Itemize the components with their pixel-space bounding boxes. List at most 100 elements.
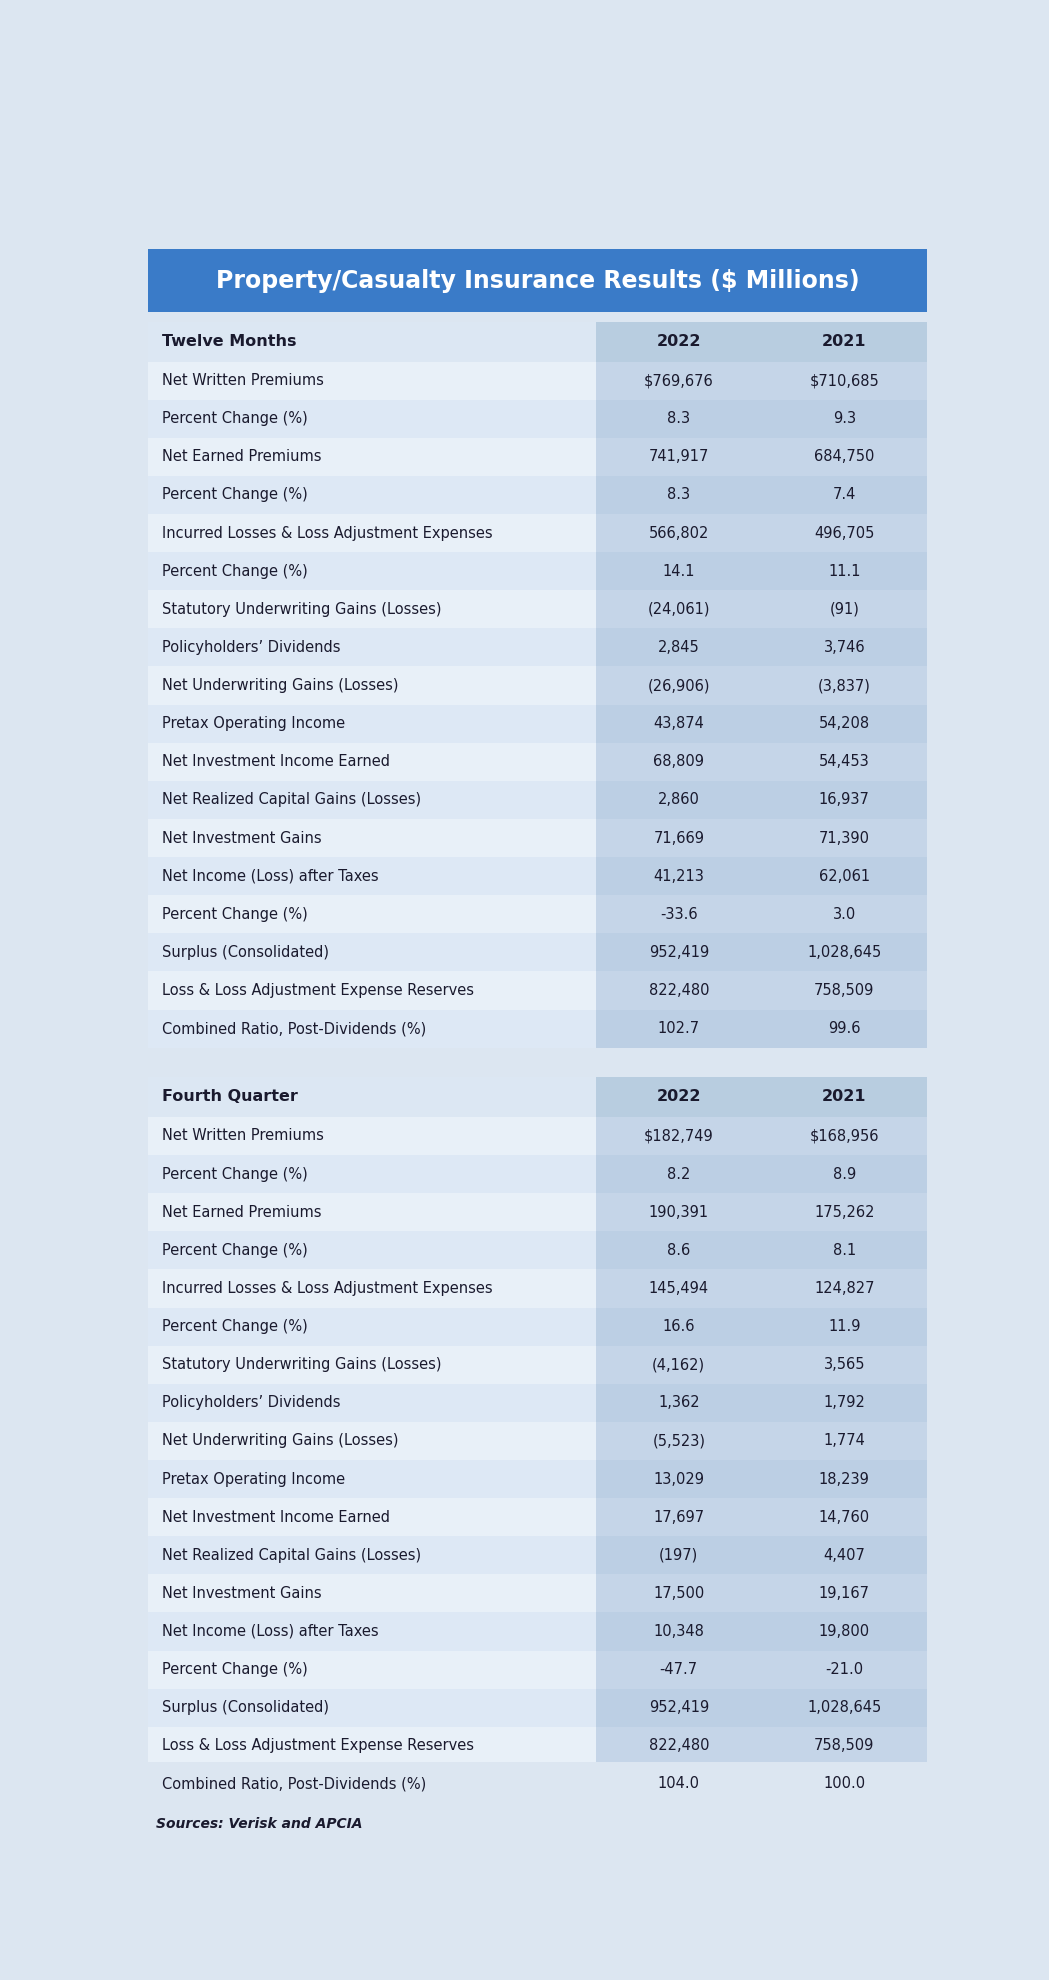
Text: 104.0: 104.0: [658, 1776, 700, 1792]
Text: 1,362: 1,362: [658, 1396, 700, 1410]
Text: Net Underwriting Gains (Losses): Net Underwriting Gains (Losses): [163, 677, 399, 693]
Text: 18,239: 18,239: [819, 1471, 870, 1487]
Bar: [596, 1077, 927, 1804]
Text: (26,906): (26,906): [647, 677, 710, 693]
Text: 8.3: 8.3: [667, 487, 690, 503]
Text: 43,874: 43,874: [654, 717, 704, 731]
Bar: [596, 1459, 927, 1499]
Bar: [596, 780, 927, 820]
Text: -21.0: -21.0: [826, 1661, 863, 1677]
Text: 10,348: 10,348: [654, 1624, 704, 1639]
Bar: [596, 1232, 927, 1269]
Text: Percent Change (%): Percent Change (%): [163, 907, 307, 923]
Text: 822,480: 822,480: [648, 1738, 709, 1754]
Text: 2021: 2021: [822, 335, 866, 348]
Text: 496,705: 496,705: [814, 525, 875, 541]
Text: 11.1: 11.1: [828, 564, 860, 578]
Bar: [596, 552, 927, 590]
Text: Net Realized Capital Gains (Losses): Net Realized Capital Gains (Losses): [163, 792, 422, 808]
Bar: [596, 628, 927, 667]
Text: 1,774: 1,774: [823, 1434, 865, 1449]
Text: 822,480: 822,480: [648, 982, 709, 998]
Text: Statutory Underwriting Gains (Losses): Statutory Underwriting Gains (Losses): [163, 602, 442, 618]
Text: 3.0: 3.0: [833, 907, 856, 923]
Text: 3,746: 3,746: [823, 640, 865, 655]
Text: Percent Change (%): Percent Change (%): [163, 1319, 307, 1335]
Text: $710,685: $710,685: [810, 372, 879, 388]
Bar: [596, 321, 927, 362]
Text: (24,061): (24,061): [647, 602, 710, 618]
Text: Percent Change (%): Percent Change (%): [163, 412, 307, 426]
Text: 8.3: 8.3: [667, 412, 690, 426]
Bar: [148, 780, 596, 820]
Text: 16.6: 16.6: [663, 1319, 695, 1335]
Text: 2,860: 2,860: [658, 792, 700, 808]
Text: 71,669: 71,669: [654, 830, 704, 845]
Bar: [596, 1384, 927, 1422]
Text: 190,391: 190,391: [648, 1204, 709, 1220]
Text: Net Underwriting Gains (Losses): Net Underwriting Gains (Losses): [163, 1434, 399, 1449]
Text: Incurred Losses & Loss Adjustment Expenses: Incurred Losses & Loss Adjustment Expens…: [163, 525, 493, 541]
Bar: [596, 475, 927, 515]
Bar: [148, 1459, 596, 1499]
Text: 99.6: 99.6: [828, 1022, 860, 1036]
Text: 952,419: 952,419: [648, 944, 709, 960]
Text: 4,407: 4,407: [823, 1548, 865, 1562]
Text: $182,749: $182,749: [644, 1129, 713, 1144]
Text: 71,390: 71,390: [819, 830, 870, 845]
Text: $769,676: $769,676: [644, 372, 713, 388]
Text: 8.2: 8.2: [667, 1166, 690, 1182]
Text: 8.6: 8.6: [667, 1243, 690, 1257]
Text: Percent Change (%): Percent Change (%): [163, 487, 307, 503]
Bar: [596, 1154, 927, 1194]
Text: 19,167: 19,167: [819, 1586, 870, 1602]
Text: 16,937: 16,937: [819, 792, 870, 808]
Bar: [148, 1612, 596, 1651]
Bar: [148, 1689, 596, 1727]
Text: 7.4: 7.4: [833, 487, 856, 503]
Text: (91): (91): [830, 602, 859, 618]
Text: Policyholders’ Dividends: Policyholders’ Dividends: [163, 1396, 341, 1410]
Text: 100.0: 100.0: [823, 1776, 865, 1792]
Text: Surplus (Consolidated): Surplus (Consolidated): [163, 944, 329, 960]
Text: Property/Casualty Insurance Results ($ Millions): Property/Casualty Insurance Results ($ M…: [216, 269, 859, 293]
Text: Net Realized Capital Gains (Losses): Net Realized Capital Gains (Losses): [163, 1548, 422, 1562]
Text: (4,162): (4,162): [652, 1356, 705, 1372]
Text: 758,509: 758,509: [814, 982, 875, 998]
Text: Sources: Verisk and APCIA: Sources: Verisk and APCIA: [156, 1818, 362, 1832]
Text: 11.9: 11.9: [828, 1319, 860, 1335]
Text: 41,213: 41,213: [654, 869, 704, 883]
Text: $168,956: $168,956: [810, 1129, 879, 1144]
Text: Incurred Losses & Loss Adjustment Expenses: Incurred Losses & Loss Adjustment Expens…: [163, 1281, 493, 1297]
Text: Fourth Quarter: Fourth Quarter: [163, 1089, 298, 1105]
Text: 68,809: 68,809: [654, 754, 704, 770]
Bar: [148, 321, 596, 1047]
Text: 19,800: 19,800: [818, 1624, 870, 1639]
Text: (5,523): (5,523): [652, 1434, 705, 1449]
Bar: [148, 1154, 596, 1194]
Text: Net Income (Loss) after Taxes: Net Income (Loss) after Taxes: [163, 869, 379, 883]
Text: Percent Change (%): Percent Change (%): [163, 1661, 307, 1677]
Text: 14.1: 14.1: [663, 564, 695, 578]
Text: 8.9: 8.9: [833, 1166, 856, 1182]
Bar: [148, 475, 596, 515]
Bar: [148, 321, 596, 362]
Text: 102.7: 102.7: [658, 1022, 700, 1036]
Text: 684,750: 684,750: [814, 449, 875, 465]
Bar: [148, 1232, 596, 1269]
Text: -47.7: -47.7: [660, 1661, 698, 1677]
Text: Combined Ratio, Post-Dividends (%): Combined Ratio, Post-Dividends (%): [163, 1776, 426, 1792]
Bar: [596, 1612, 927, 1651]
Text: 2021: 2021: [822, 1089, 866, 1105]
Text: Net Written Premiums: Net Written Premiums: [163, 1129, 324, 1144]
Bar: [596, 400, 927, 438]
Text: 175,262: 175,262: [814, 1204, 875, 1220]
Bar: [596, 933, 927, 972]
Bar: [148, 249, 927, 313]
Text: 145,494: 145,494: [648, 1281, 709, 1297]
Text: 54,208: 54,208: [818, 717, 870, 731]
Text: 1,792: 1,792: [823, 1396, 865, 1410]
Text: Net Income (Loss) after Taxes: Net Income (Loss) after Taxes: [163, 1624, 379, 1639]
Bar: [596, 705, 927, 742]
Bar: [148, 552, 596, 590]
